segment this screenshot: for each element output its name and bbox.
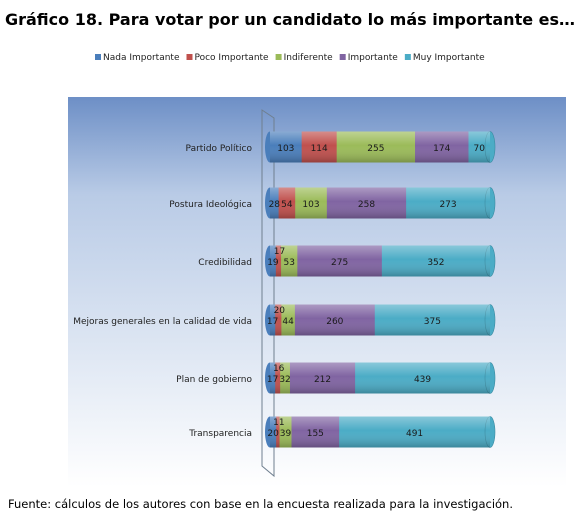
data-label-postura-ideologica-importante: 258 xyxy=(358,200,375,210)
data-label-mejoras-generales-en-la-calidad-de-vida-poco-importante: 20 xyxy=(274,306,286,316)
data-label-credibilidad-indiferente: 53 xyxy=(283,258,294,268)
data-label-plan-de-gobierno-importante: 212 xyxy=(314,375,331,385)
bar-shade-transparencia xyxy=(270,416,490,448)
data-label-transparencia-importante: 155 xyxy=(307,429,324,439)
data-label-mejoras-generales-en-la-calidad-de-vida-importante: 260 xyxy=(326,317,343,327)
legend-label-indiferente: Indiferente xyxy=(284,53,334,63)
legend-swatch-muy-importante xyxy=(404,54,411,60)
source-note: Fuente: cálculos de los autores con base… xyxy=(8,497,513,511)
data-label-credibilidad-poco-importante: 17 xyxy=(274,247,285,257)
data-label-mejoras-generales-en-la-calidad-de-vida-nada-importante: 17 xyxy=(267,317,278,327)
data-label-postura-ideologica-poco-importante: 54 xyxy=(281,200,293,210)
legend: Nada Importante Poco Importante Indiferent… xyxy=(95,53,485,63)
category-label-mejoras-generales-en-la-calidad-de-vida: Mejoras generales en la calidad de vida xyxy=(73,317,252,327)
data-label-plan-de-gobierno-poco-importante: 16 xyxy=(273,364,285,374)
category-label-partido-politico: Partido Político xyxy=(186,144,253,154)
data-label-partido-politico-nada-importante: 103 xyxy=(277,144,294,154)
data-label-plan-de-gobierno-muy-importante: 439 xyxy=(414,375,431,385)
data-label-partido-politico-indiferente: 255 xyxy=(367,144,384,154)
data-label-credibilidad-muy-importante: 352 xyxy=(427,258,444,268)
data-label-credibilidad-nada-importante: 19 xyxy=(267,258,279,268)
data-label-credibilidad-importante: 275 xyxy=(331,258,348,268)
data-label-postura-ideologica-indiferente: 103 xyxy=(302,200,319,210)
bar-shade-plan-de-gobierno xyxy=(270,362,490,394)
data-label-plan-de-gobierno-indiferente: 32 xyxy=(279,375,290,385)
data-label-transparencia-nada-importante: 20 xyxy=(267,429,279,439)
data-label-transparencia-poco-importante: 11 xyxy=(273,418,284,428)
data-label-postura-ideologica-muy-importante: 273 xyxy=(439,200,456,210)
category-label-postura-ideologica: Postura Ideológica xyxy=(169,199,252,210)
category-label-transparencia: Transparencia xyxy=(188,429,252,439)
bar-shade-mejoras-generales-en-la-calidad-de-vida xyxy=(270,304,490,336)
data-label-mejoras-generales-en-la-calidad-de-vida-indiferente: 44 xyxy=(282,317,294,327)
data-label-partido-politico-importante: 174 xyxy=(433,144,450,154)
data-label-transparencia-muy-importante: 491 xyxy=(406,429,423,439)
data-label-transparencia-indiferente: 39 xyxy=(280,429,292,439)
category-label-plan-de-gobierno: Plan de gobierno xyxy=(176,375,252,385)
data-label-mejoras-generales-en-la-calidad-de-vida-muy-importante: 375 xyxy=(424,317,441,327)
legend-swatch-poco-importante xyxy=(186,54,193,60)
bar-shade-postura-ideologica xyxy=(270,187,490,219)
chart-title: Gráfico 18. Para votar por un candidato … xyxy=(4,10,576,29)
legend-swatch-nada-importante xyxy=(95,54,101,60)
legend-label-importante: Importante xyxy=(348,53,399,63)
category-label-credibilidad: Credibilidad xyxy=(198,258,252,268)
legend-swatch-indiferente xyxy=(275,54,282,60)
data-label-postura-ideologica-nada-importante: 28 xyxy=(269,200,281,210)
legend-label-nada-importante: Nada Importante xyxy=(103,53,180,63)
bar-shade-partido-politico xyxy=(270,131,490,163)
legend-swatch-importante xyxy=(339,54,346,60)
data-label-partido-politico-poco-importante: 114 xyxy=(311,144,328,154)
axis-wall xyxy=(261,109,275,478)
data-label-partido-politico-muy-importante: 70 xyxy=(474,144,486,154)
data-label-plan-de-gobierno-nada-importante: 17 xyxy=(267,375,278,385)
legend-label-poco-importante: Poco Importante xyxy=(195,53,270,63)
legend-label-muy-importante: Muy Importante xyxy=(413,53,485,63)
bar-shade-credibilidad xyxy=(270,245,490,277)
